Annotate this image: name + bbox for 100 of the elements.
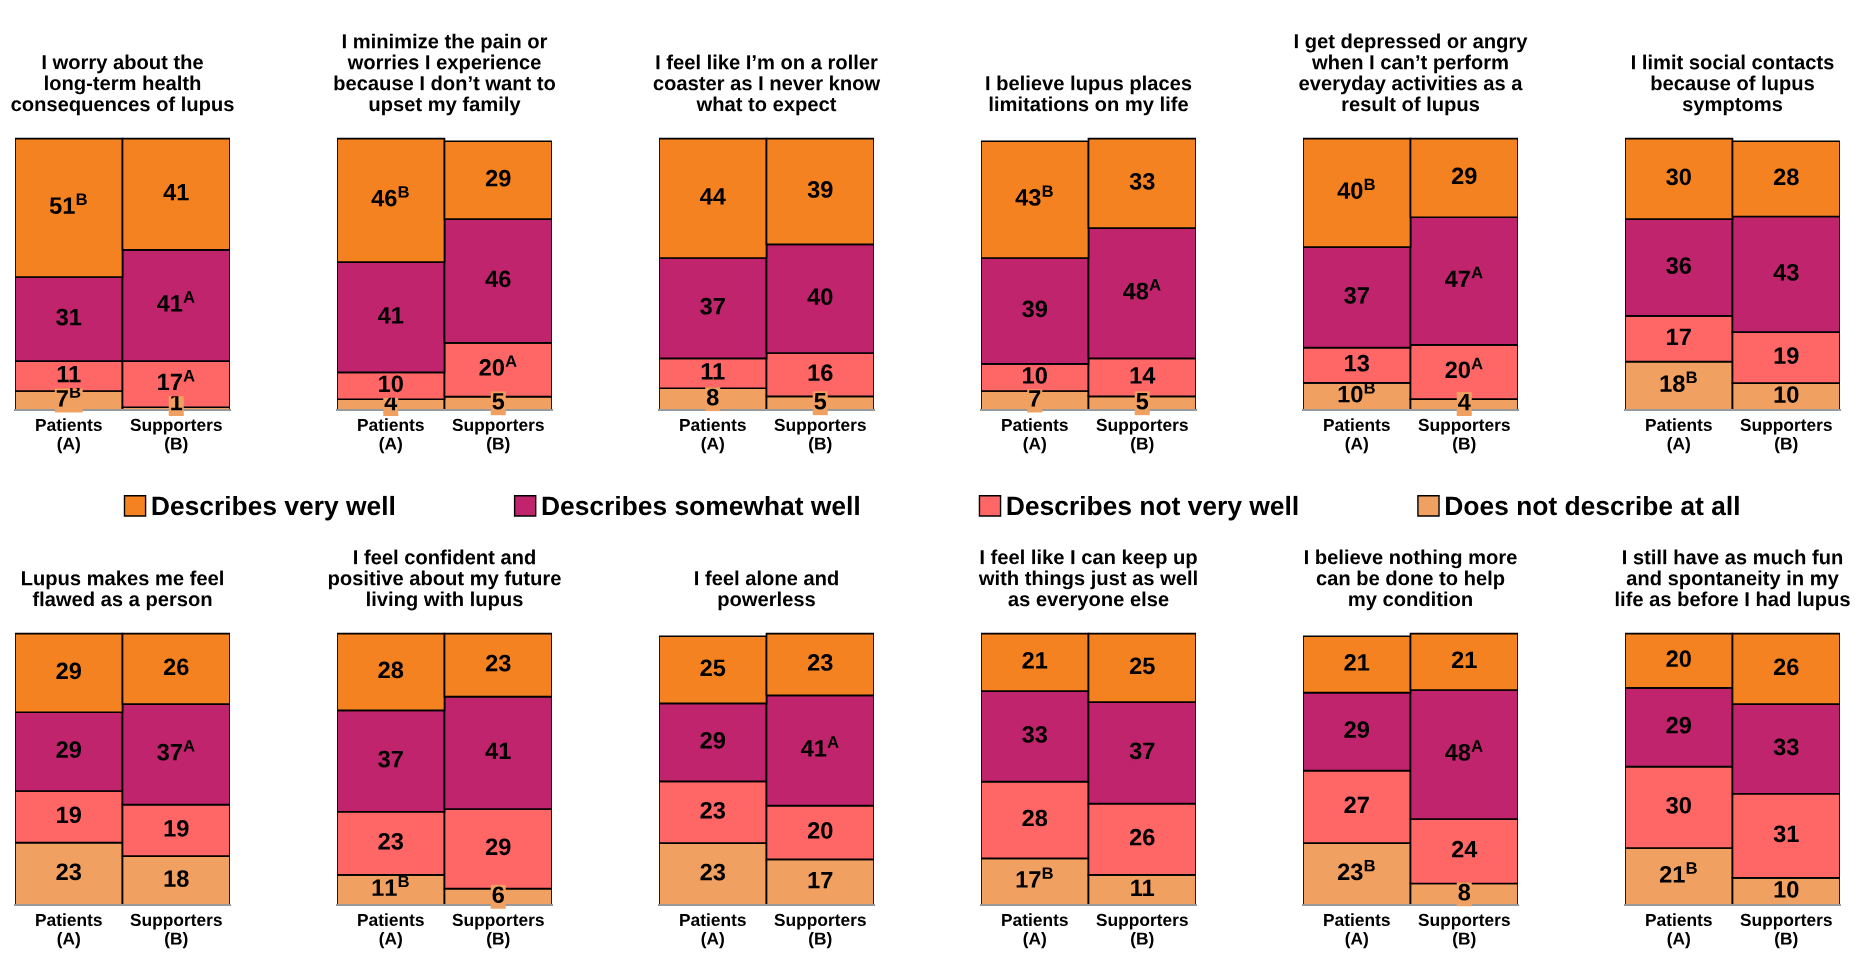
- data-label: 29: [1344, 721, 1370, 738]
- data-label: 17: [808, 872, 833, 889]
- data-label: 51$^{B}$: [49, 193, 87, 214]
- chart-title: I worry about the long-term health consequences of lupus: [11, 54, 234, 116]
- data-label: 21: [1022, 651, 1048, 669]
- data-label: 48$^{A}$: [1123, 279, 1161, 300]
- data-label: 11: [701, 363, 725, 380]
- data-label: 19: [164, 819, 189, 837]
- data-label: 19: [1774, 347, 1799, 364]
- data-label: 41: [163, 184, 189, 201]
- x-tick-label: Supporters (B): [774, 913, 866, 949]
- data-label: 23: [700, 801, 726, 819]
- legend-label: Does not describe at all: [1446, 495, 1739, 516]
- data-label: 39: [1022, 300, 1048, 318]
- data-label: 23: [485, 654, 511, 672]
- data-label: 21: [1451, 651, 1477, 668]
- x-tick-label: Supporters (B): [774, 418, 866, 454]
- data-label: 28: [1022, 809, 1048, 827]
- data-label: 21: [1344, 654, 1370, 671]
- chart-title: I limit social contacts because of lupus symptoms: [1632, 54, 1834, 116]
- data-label: 5: [492, 393, 505, 410]
- data-label: 29: [1666, 716, 1692, 734]
- data-label: 7: [1029, 390, 1041, 407]
- data-label: 43: [1773, 263, 1799, 281]
- x-tick-label: Supporters (B): [130, 913, 222, 949]
- data-label: 37: [700, 297, 725, 315]
- data-label: 13: [1345, 354, 1370, 372]
- data-label: 26: [163, 658, 189, 676]
- data-label: 16: [808, 364, 833, 382]
- data-label: 48$^{A}$: [1445, 740, 1483, 761]
- x-tick-label: Patients (A): [36, 418, 102, 454]
- chart-title: I feel like I’m on a roller coaster as I never know what to expect: [653, 54, 881, 116]
- data-label: 43$^{B}$: [1015, 185, 1053, 206]
- data-label: 31: [1773, 825, 1799, 843]
- x-tick-label: Supporters (B): [1096, 418, 1188, 454]
- data-label: 18: [164, 870, 189, 887]
- x-tick-label: Patients (A): [1646, 418, 1712, 454]
- data-label: 6: [492, 886, 504, 904]
- data-label: 17: [1667, 328, 1691, 345]
- chart-title: I feel like I can keep up with things just as well as everyone else: [978, 549, 1197, 611]
- data-label: 23: [56, 863, 82, 881]
- data-label: 11$^{B}$: [372, 875, 409, 896]
- data-label: 29: [485, 169, 511, 187]
- chart-title: I feel confident and positive about my future living with lupus: [328, 549, 561, 611]
- data-label: 37$^{A}$: [157, 740, 195, 761]
- chart-title: Lupus makes me feel flawed as a person: [22, 570, 223, 611]
- data-label: 14: [1130, 367, 1156, 384]
- data-label: 30: [1666, 168, 1691, 186]
- data-label: 8: [1458, 883, 1471, 901]
- data-label: 23$^{B}$: [1337, 859, 1375, 881]
- x-tick-label: Patients (A): [1324, 418, 1390, 454]
- chart-title: I feel alone and powerless: [695, 570, 838, 611]
- x-tick-label: Patients (A): [1646, 913, 1712, 949]
- data-label: 40$^{B}$: [1337, 178, 1375, 199]
- data-label: 36: [1666, 257, 1692, 274]
- data-label: 5: [814, 393, 827, 410]
- data-label: 37: [378, 750, 403, 768]
- x-tick-label: Supporters (B): [1096, 913, 1188, 949]
- x-tick-label: Supporters (B): [1740, 418, 1832, 454]
- data-label: 18$^{B}$: [1660, 371, 1697, 392]
- data-label: 28: [378, 661, 404, 679]
- data-label: 28: [1773, 168, 1799, 186]
- x-tick-label: Supporters (B): [452, 418, 544, 454]
- data-label: 11: [57, 365, 81, 383]
- data-label: 23: [807, 654, 833, 671]
- data-label: 46$^{B}$: [371, 186, 409, 207]
- data-label: 17$^{A}$: [158, 370, 195, 391]
- x-tick-label: Patients (A): [358, 913, 424, 949]
- legend-label: Describes not very well: [1007, 495, 1298, 521]
- x-tick-label: Supporters (B): [1740, 913, 1832, 949]
- data-label: 19: [57, 806, 82, 824]
- data-label: 24: [1451, 840, 1478, 858]
- data-label: 40: [807, 288, 833, 306]
- data-label: 23: [378, 832, 404, 850]
- data-label: 33: [1773, 738, 1799, 756]
- x-tick-label: Patients (A): [36, 913, 102, 949]
- data-label: 29: [485, 838, 511, 856]
- chart-title: I believe lupus places limitations on my life: [986, 75, 1192, 116]
- legend-label: Describes very well: [152, 495, 394, 521]
- data-label: 20$^{A}$: [479, 355, 517, 376]
- chart-title: I minimize the pain or worries I experience because I don’t want to upset my family: [334, 33, 556, 116]
- data-label: 30: [1666, 796, 1691, 814]
- data-label: 27: [1344, 796, 1369, 814]
- data-label: 4: [1458, 393, 1471, 411]
- data-label: 25: [700, 659, 726, 677]
- data-label: 46: [485, 270, 511, 288]
- data-label: 25: [1129, 657, 1155, 675]
- data-label: 5: [1136, 393, 1149, 410]
- data-label: 26: [1129, 828, 1155, 846]
- x-tick-label: Patients (A): [680, 418, 746, 454]
- chart-title: I believe nothing more can be done to help my condition: [1304, 549, 1517, 611]
- data-label: 31: [56, 308, 82, 326]
- chart-title: I get depressed or angry when I can’t perform everyday activities as a result of lupus: [1294, 33, 1528, 116]
- data-label: 10: [379, 375, 403, 393]
- data-label: 47$^{A}$: [1445, 266, 1483, 287]
- data-label: 10: [1774, 386, 1799, 403]
- data-label: 29: [1451, 167, 1477, 185]
- data-label: 33: [1022, 726, 1048, 743]
- data-label: 39: [807, 181, 833, 198]
- data-label: 29: [700, 732, 726, 749]
